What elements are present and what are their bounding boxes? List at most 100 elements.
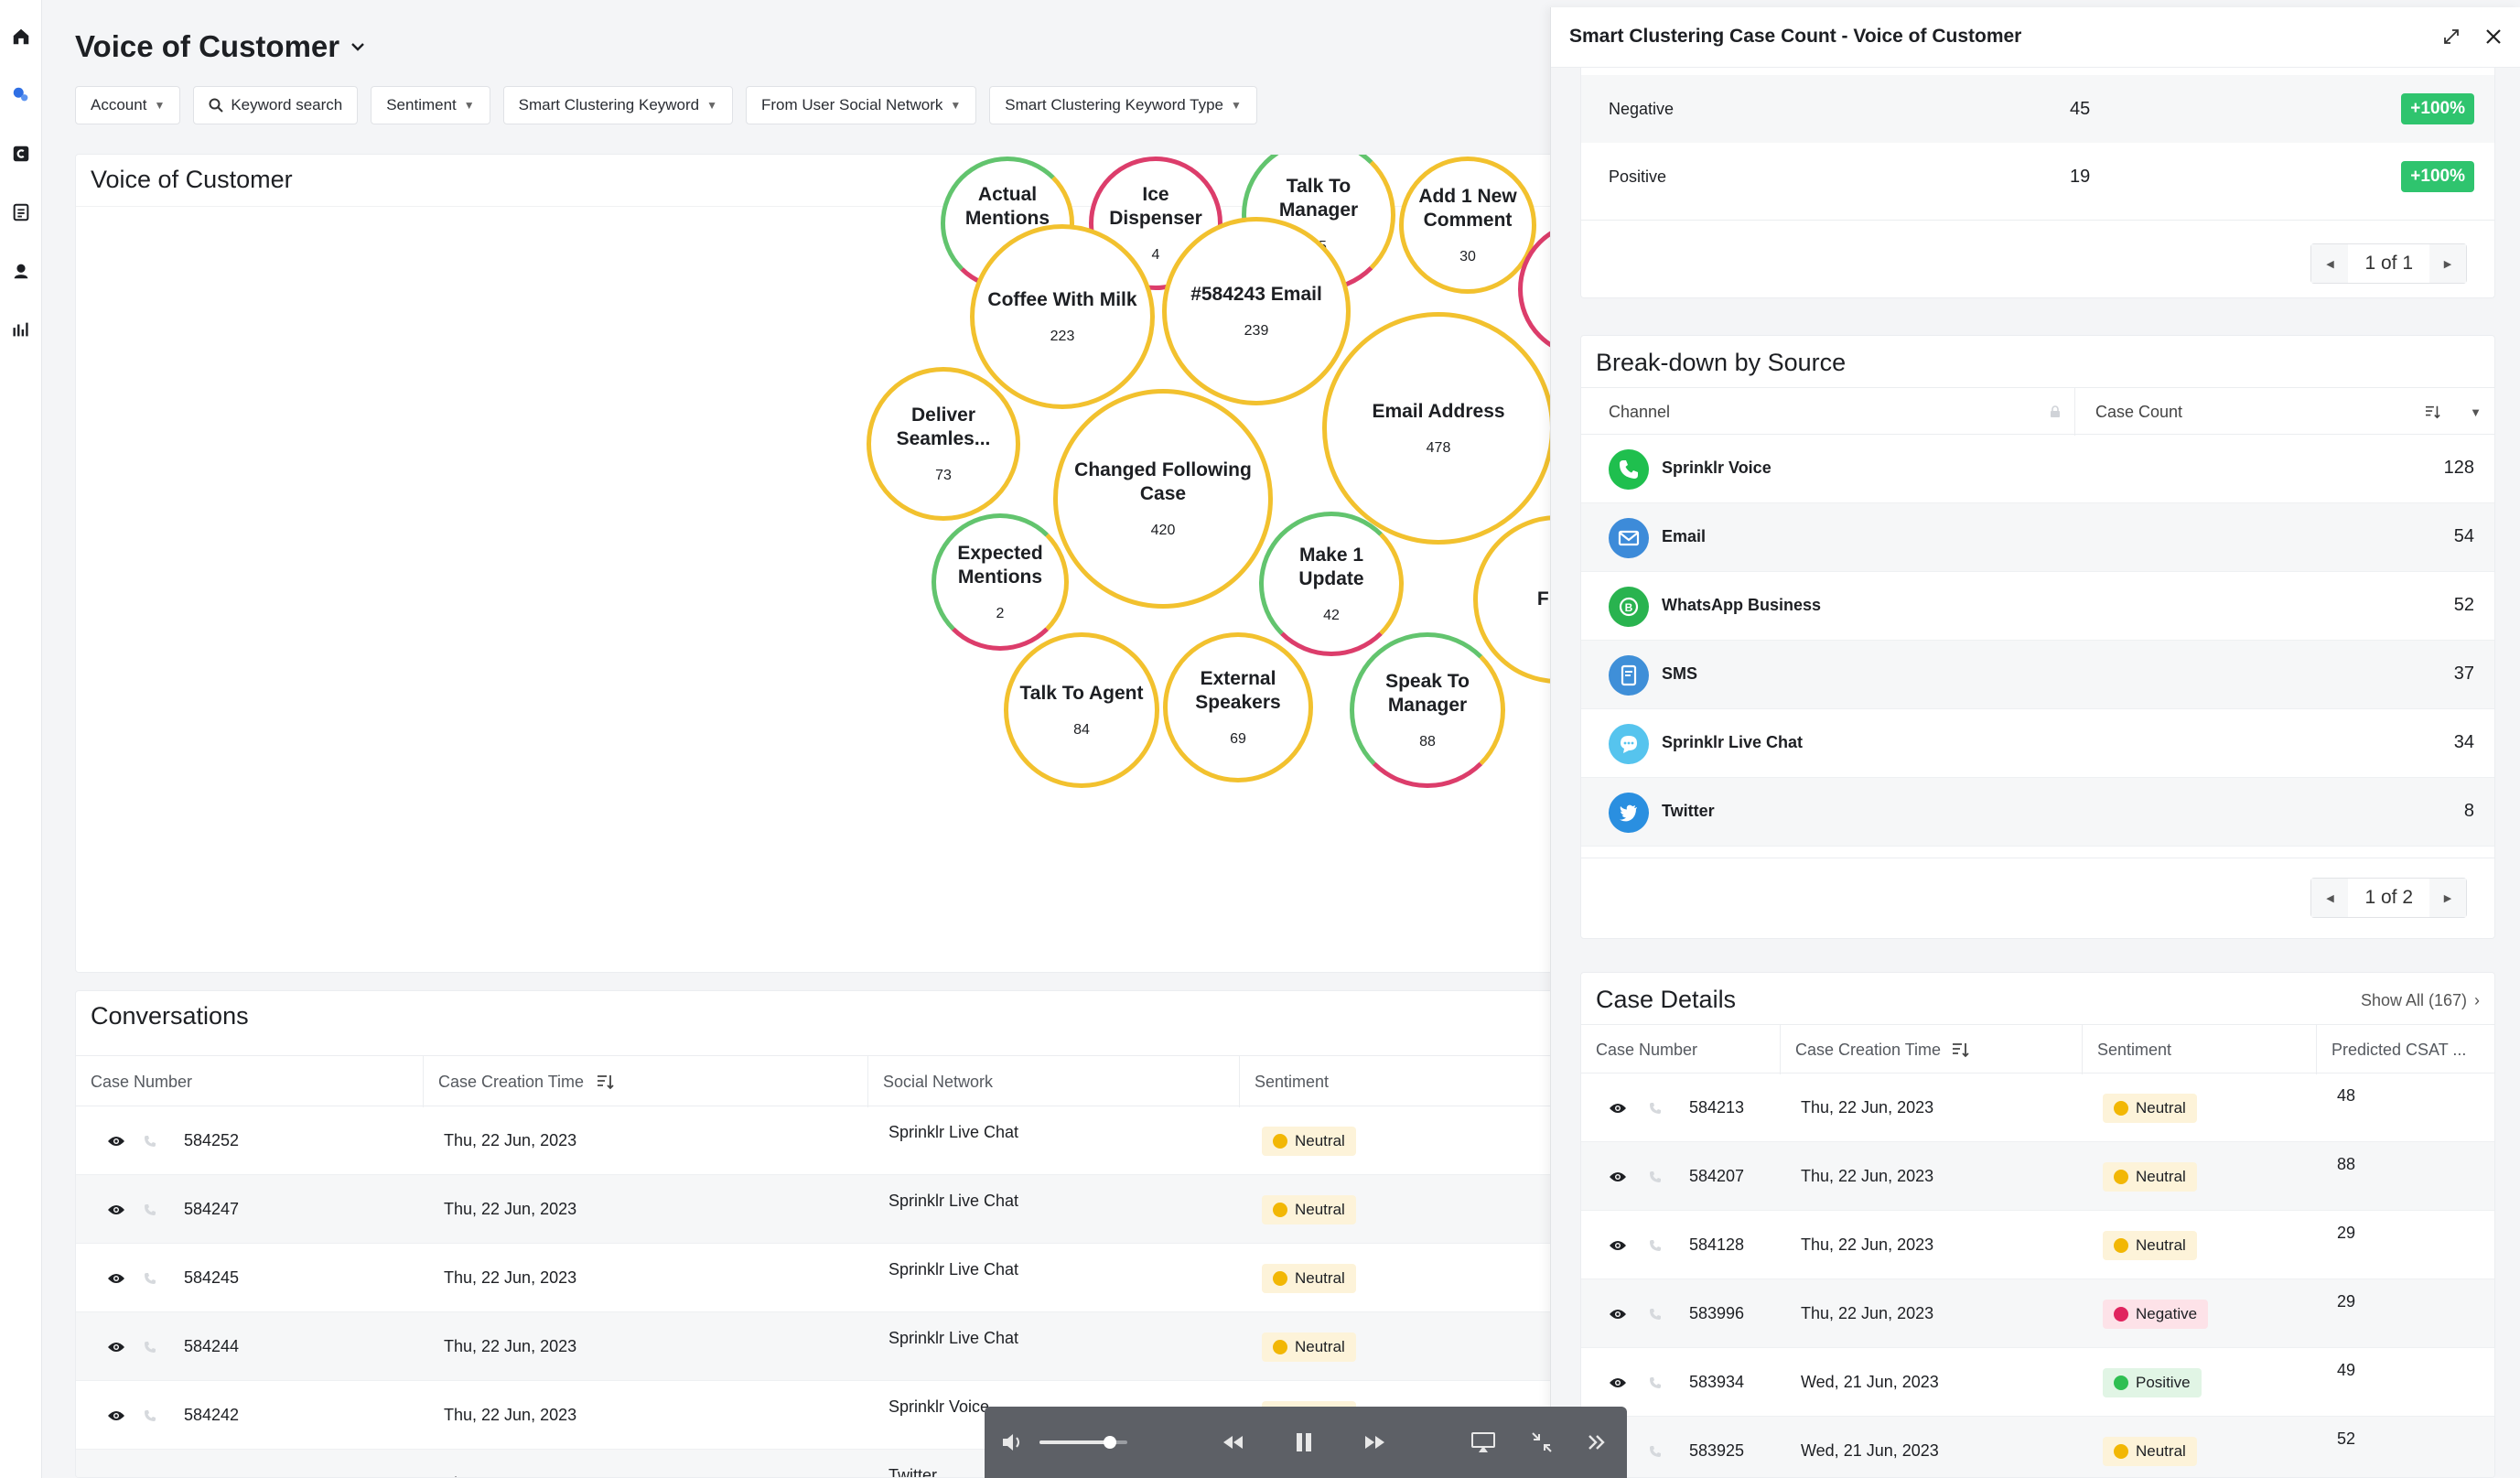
view-icon[interactable]	[1609, 1348, 1627, 1417]
filter-account[interactable]: Account ▼	[75, 86, 181, 124]
source-row[interactable]: Sprinklr Voice 128	[1581, 435, 2494, 503]
column-header-channel[interactable]: Channel	[1581, 388, 2075, 436]
close-icon[interactable]	[2481, 24, 2506, 49]
view-icon[interactable]	[1609, 1279, 1627, 1348]
view-icon[interactable]	[107, 1450, 125, 1477]
bubble-speak-to-manager[interactable]: Speak To Manager 88	[1350, 632, 1505, 788]
view-icon[interactable]	[107, 1106, 125, 1175]
column-label: Case Count	[2095, 402, 2183, 421]
exit-fullscreen-icon[interactable]	[1526, 1427, 1557, 1458]
case-number[interactable]: 584240	[184, 1450, 239, 1477]
sort-icon[interactable]	[2425, 405, 2441, 419]
case-number[interactable]: 584247	[184, 1200, 240, 1218]
sentiment-dot-icon	[1273, 1133, 1287, 1149]
column-header-case-count[interactable]: Case Count ▼	[2075, 388, 2494, 436]
view-icon[interactable]	[107, 1244, 125, 1312]
call-icon	[144, 1312, 156, 1381]
column-header-predicted-csat[interactable]: Predicted CSAT ...	[2317, 1025, 2494, 1074]
column-header-case-creation-time[interactable]: Case Creation Time	[424, 1056, 868, 1107]
view-icon[interactable]	[107, 1175, 125, 1244]
case-number[interactable]: 584128	[1689, 1235, 1745, 1254]
bubble-add-1-new-comment[interactable]: Add 1 New Comment 30	[1399, 156, 1536, 294]
filter-smart-clustering-keyword[interactable]: Smart Clustering Keyword ▼	[502, 86, 734, 124]
bubble-expected-mentions[interactable]: Expected Mentions 2	[932, 513, 1069, 651]
home-icon[interactable]	[10, 26, 32, 48]
source-row[interactable]: Twitter 8	[1581, 778, 2494, 847]
case-number[interactable]: 584242	[184, 1406, 240, 1424]
view-icon[interactable]	[107, 1312, 125, 1381]
case-number[interactable]: 583934	[1689, 1373, 1745, 1391]
source-row[interactable]: Sprinklr Live Chat 34	[1581, 709, 2494, 778]
case-number[interactable]: 584213	[1689, 1098, 1745, 1117]
bubble-deliver-seamles[interactable]: Deliver Seamles... 73	[867, 367, 1020, 521]
table-row[interactable]: 584128 Thu, 22 Jun, 2023 Neutral 29	[1581, 1211, 2494, 1279]
call-icon	[144, 1244, 156, 1312]
bubble-coffee-with-milk[interactable]: Coffee With Milk 223	[970, 224, 1155, 409]
bubble-external-speakers[interactable]: External Speakers 69	[1163, 632, 1313, 782]
expand-icon[interactable]	[2439, 24, 2464, 49]
table-row[interactable]: 584213 Thu, 22 Jun, 2023 Neutral 48	[1581, 1073, 2494, 1142]
view-icon[interactable]	[1609, 1211, 1627, 1279]
social-icon[interactable]	[10, 84, 32, 106]
volume-slider[interactable]	[1039, 1436, 1127, 1449]
bubble-email-address[interactable]: Email Address 478	[1322, 312, 1555, 545]
table-row[interactable]: 583934 Wed, 21 Jun, 2023 Positive 49	[1581, 1348, 2494, 1417]
case-number[interactable]: 584252	[184, 1131, 240, 1149]
dropdown-caret-icon[interactable]: ▼	[2470, 405, 2482, 419]
filter-sentiment[interactable]: Sentiment ▼	[371, 86, 490, 124]
column-header-case-number[interactable]: Case Number	[1581, 1025, 1781, 1074]
more-icon[interactable]	[1581, 1427, 1612, 1458]
bubble-changed-following-case[interactable]: Changed Following Case 420	[1053, 389, 1273, 609]
clipboard-icon[interactable]	[10, 201, 32, 223]
case-number[interactable]: 584245	[184, 1268, 240, 1287]
page-title[interactable]: Voice of Customer	[75, 29, 367, 64]
column-header-social-network[interactable]: Social Network	[868, 1056, 1240, 1107]
forward-icon[interactable]	[1360, 1427, 1391, 1458]
case-number[interactable]: 584244	[184, 1337, 240, 1355]
pause-icon[interactable]	[1288, 1427, 1319, 1458]
table-row[interactable]: 583996 Thu, 22 Jun, 2023 Negative 29	[1581, 1279, 2494, 1348]
case-creation-time: Thu, 22 Jun, 2023	[444, 1406, 577, 1424]
table-row[interactable]: 584252 Thu, 22 Jun, 2023 Sprinklr Live Cha…	[76, 1106, 1555, 1175]
pager-prev-icon[interactable]: ◀	[2311, 879, 2349, 917]
source-row[interactable]: B WhatsApp Business 52	[1581, 572, 2494, 641]
filter-smart-clustering-keyword-type[interactable]: Smart Clustering Keyword Type ▼	[989, 86, 1257, 124]
case-number[interactable]: 583925	[1689, 1441, 1745, 1460]
filter-keyword-search[interactable]: Keyword search	[193, 86, 359, 124]
care-icon[interactable]	[10, 143, 32, 165]
agent-icon[interactable]	[10, 260, 32, 282]
view-icon[interactable]	[107, 1381, 125, 1450]
pager-next-icon[interactable]: ▶	[2429, 879, 2466, 917]
table-row[interactable]: 584207 Thu, 22 Jun, 2023 Neutral 88	[1581, 1142, 2494, 1211]
bubble-make-1-update[interactable]: Make 1 Update 42	[1259, 512, 1404, 656]
case-number[interactable]: 584207	[1689, 1167, 1745, 1185]
column-header-case-number[interactable]: Case Number	[76, 1056, 424, 1107]
volume-icon[interactable]	[997, 1427, 1028, 1458]
sentiment-label: Negative	[1609, 99, 1675, 118]
table-row[interactable]: 584245 Thu, 22 Jun, 2023 Sprinklr Live Cha…	[76, 1244, 1555, 1312]
filter-from-user-social-network[interactable]: From User Social Network ▼	[746, 86, 977, 124]
volume-knob[interactable]	[1103, 1436, 1116, 1449]
source-row[interactable]: Email 54	[1581, 503, 2494, 572]
table-row[interactable]: 583925 Wed, 21 Jun, 2023 Neutral 52	[1581, 1417, 2494, 1477]
analytics-icon[interactable]	[10, 318, 32, 340]
bubble-talk-to-agent[interactable]: Talk To Agent 84	[1004, 632, 1159, 788]
column-header-sentiment[interactable]: Sentiment	[1240, 1056, 1555, 1107]
column-header-case-creation-time[interactable]: Case Creation Time	[1781, 1025, 2083, 1074]
change-badge: +100%	[2401, 93, 2474, 124]
view-icon[interactable]	[1609, 1073, 1627, 1142]
sort-icon[interactable]	[1952, 1041, 1970, 1058]
table-row[interactable]: 584247 Thu, 22 Jun, 2023 Sprinklr Live Cha…	[76, 1175, 1555, 1244]
sort-icon[interactable]	[597, 1073, 615, 1090]
airplay-icon[interactable]	[1468, 1427, 1499, 1458]
pager-prev-icon[interactable]: ◀	[2311, 244, 2349, 283]
rewind-icon[interactable]	[1217, 1427, 1248, 1458]
view-icon[interactable]	[1609, 1142, 1627, 1211]
case-number[interactable]: 583996	[1689, 1304, 1745, 1322]
show-all-link[interactable]: Show All (167) ›	[2361, 991, 2480, 1010]
pager-next-icon[interactable]: ▶	[2429, 244, 2466, 283]
column-header-sentiment[interactable]: Sentiment	[2083, 1025, 2317, 1074]
table-row[interactable]: 584244 Thu, 22 Jun, 2023 Sprinklr Live Cha…	[76, 1312, 1555, 1381]
bubble-584243-email[interactable]: #584243 Email 239	[1162, 217, 1351, 405]
source-row[interactable]: SMS 37	[1581, 641, 2494, 709]
